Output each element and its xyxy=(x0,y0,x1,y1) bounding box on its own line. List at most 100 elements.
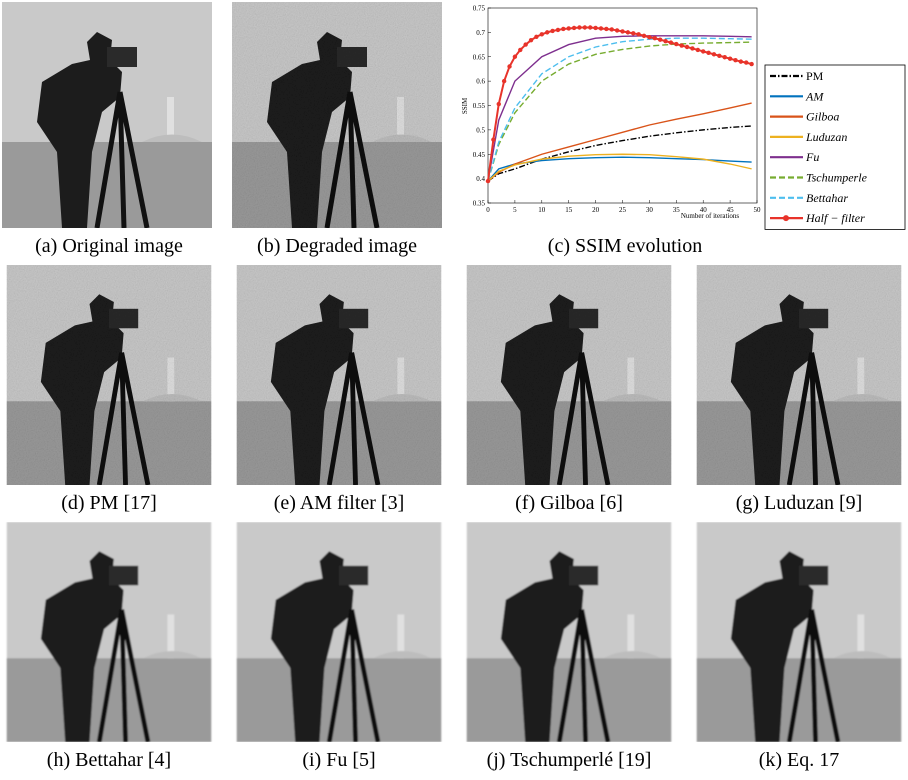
point xyxy=(712,52,716,56)
series-line xyxy=(488,154,752,181)
point xyxy=(663,39,667,43)
point xyxy=(534,35,538,39)
x-tick-label: 40 xyxy=(700,206,708,214)
point xyxy=(604,27,608,31)
point xyxy=(636,32,640,36)
x-tick-label: 30 xyxy=(646,206,654,214)
caption: (i) Fu [5] xyxy=(232,749,446,772)
point xyxy=(749,62,753,66)
legend-label: Gilboa xyxy=(806,110,839,124)
series-line xyxy=(488,103,752,181)
legend-label: Half − filter xyxy=(805,211,865,225)
point xyxy=(701,49,705,53)
point xyxy=(706,51,710,55)
x-tick-label: 10 xyxy=(538,206,546,214)
point xyxy=(588,25,592,29)
point xyxy=(658,37,662,41)
point xyxy=(626,30,630,34)
point xyxy=(523,42,527,46)
result-fu xyxy=(232,522,446,742)
point xyxy=(674,42,678,46)
legend-label: Tschumperle xyxy=(806,171,868,185)
point xyxy=(502,79,506,83)
point xyxy=(728,57,732,61)
point xyxy=(561,27,565,31)
point xyxy=(529,38,533,42)
point xyxy=(642,34,646,38)
caption: (b) Degraded image xyxy=(228,235,446,258)
y-tick-label: 0.55 xyxy=(473,102,486,110)
caption: (c) SSIM evolution xyxy=(490,235,760,258)
point xyxy=(577,25,581,29)
x-tick-label: 35 xyxy=(673,206,681,214)
point xyxy=(486,179,490,183)
point xyxy=(696,48,700,52)
caption: (k) Eq. 17 xyxy=(692,749,906,772)
x-tick-label: 50 xyxy=(754,206,762,214)
point xyxy=(550,29,554,33)
result-tschumperle xyxy=(462,522,676,742)
y-tick-label: 0.7 xyxy=(476,29,485,37)
legend-label: PM xyxy=(806,69,824,83)
y-tick-label: 0.5 xyxy=(476,126,485,134)
caption: (e) AM filter [3] xyxy=(232,492,446,515)
point xyxy=(567,26,571,30)
point xyxy=(669,40,673,44)
point xyxy=(744,60,748,64)
point xyxy=(620,29,624,33)
figure: Number of iterations SSIM 05101520253035… xyxy=(0,0,908,780)
point xyxy=(733,58,737,62)
legend-label: Fu xyxy=(805,150,819,164)
result-gilboa xyxy=(462,265,676,485)
point xyxy=(507,64,511,68)
point xyxy=(690,46,694,50)
result-luduzan xyxy=(692,265,906,485)
x-tick-label: 45 xyxy=(727,206,735,214)
legend-label: Luduzan xyxy=(805,130,847,144)
point xyxy=(518,48,522,52)
point xyxy=(491,137,495,141)
caption: (f) Gilboa [6] xyxy=(462,492,676,515)
point xyxy=(615,28,619,32)
point xyxy=(540,32,544,36)
y-tick-label: 0.6 xyxy=(476,78,485,86)
plot-area xyxy=(488,8,757,203)
x-tick-label: 15 xyxy=(565,206,573,214)
original-image xyxy=(2,2,212,228)
point xyxy=(723,55,727,59)
y-tick-label: 0.75 xyxy=(473,5,486,13)
y-tick-label: 0.65 xyxy=(473,53,486,61)
y-axis-label: SSIM xyxy=(461,97,469,114)
y-tick-label: 0.4 xyxy=(476,175,485,183)
point xyxy=(679,43,683,47)
point xyxy=(572,26,576,30)
x-tick-label: 5 xyxy=(513,206,517,214)
point xyxy=(497,102,501,106)
legend-label: AM xyxy=(805,89,824,103)
y-tick-label: 0.45 xyxy=(473,151,486,159)
point xyxy=(513,55,517,59)
caption: (a) Original image xyxy=(0,235,218,258)
x-tick-label: 0 xyxy=(486,206,490,214)
point xyxy=(583,25,587,29)
caption: (d) PM [17] xyxy=(2,492,216,515)
point xyxy=(593,26,597,30)
result-bettahar xyxy=(2,522,216,742)
point xyxy=(599,26,603,30)
point xyxy=(717,54,721,58)
legend-label: Bettahar xyxy=(806,191,848,205)
caption: (h) Bettahar [4] xyxy=(2,749,216,772)
result-eq17 xyxy=(692,522,906,742)
x-tick-label: 25 xyxy=(619,206,627,214)
y-tick-label: 0.35 xyxy=(473,200,486,208)
caption: (j) Tschumperlé [19] xyxy=(462,749,676,772)
legend-marker xyxy=(783,215,789,221)
series-line xyxy=(488,126,752,181)
point xyxy=(610,27,614,31)
point xyxy=(739,59,743,63)
point xyxy=(653,36,657,40)
point xyxy=(647,35,651,39)
degraded-image xyxy=(232,2,442,228)
result-pm xyxy=(2,265,216,485)
